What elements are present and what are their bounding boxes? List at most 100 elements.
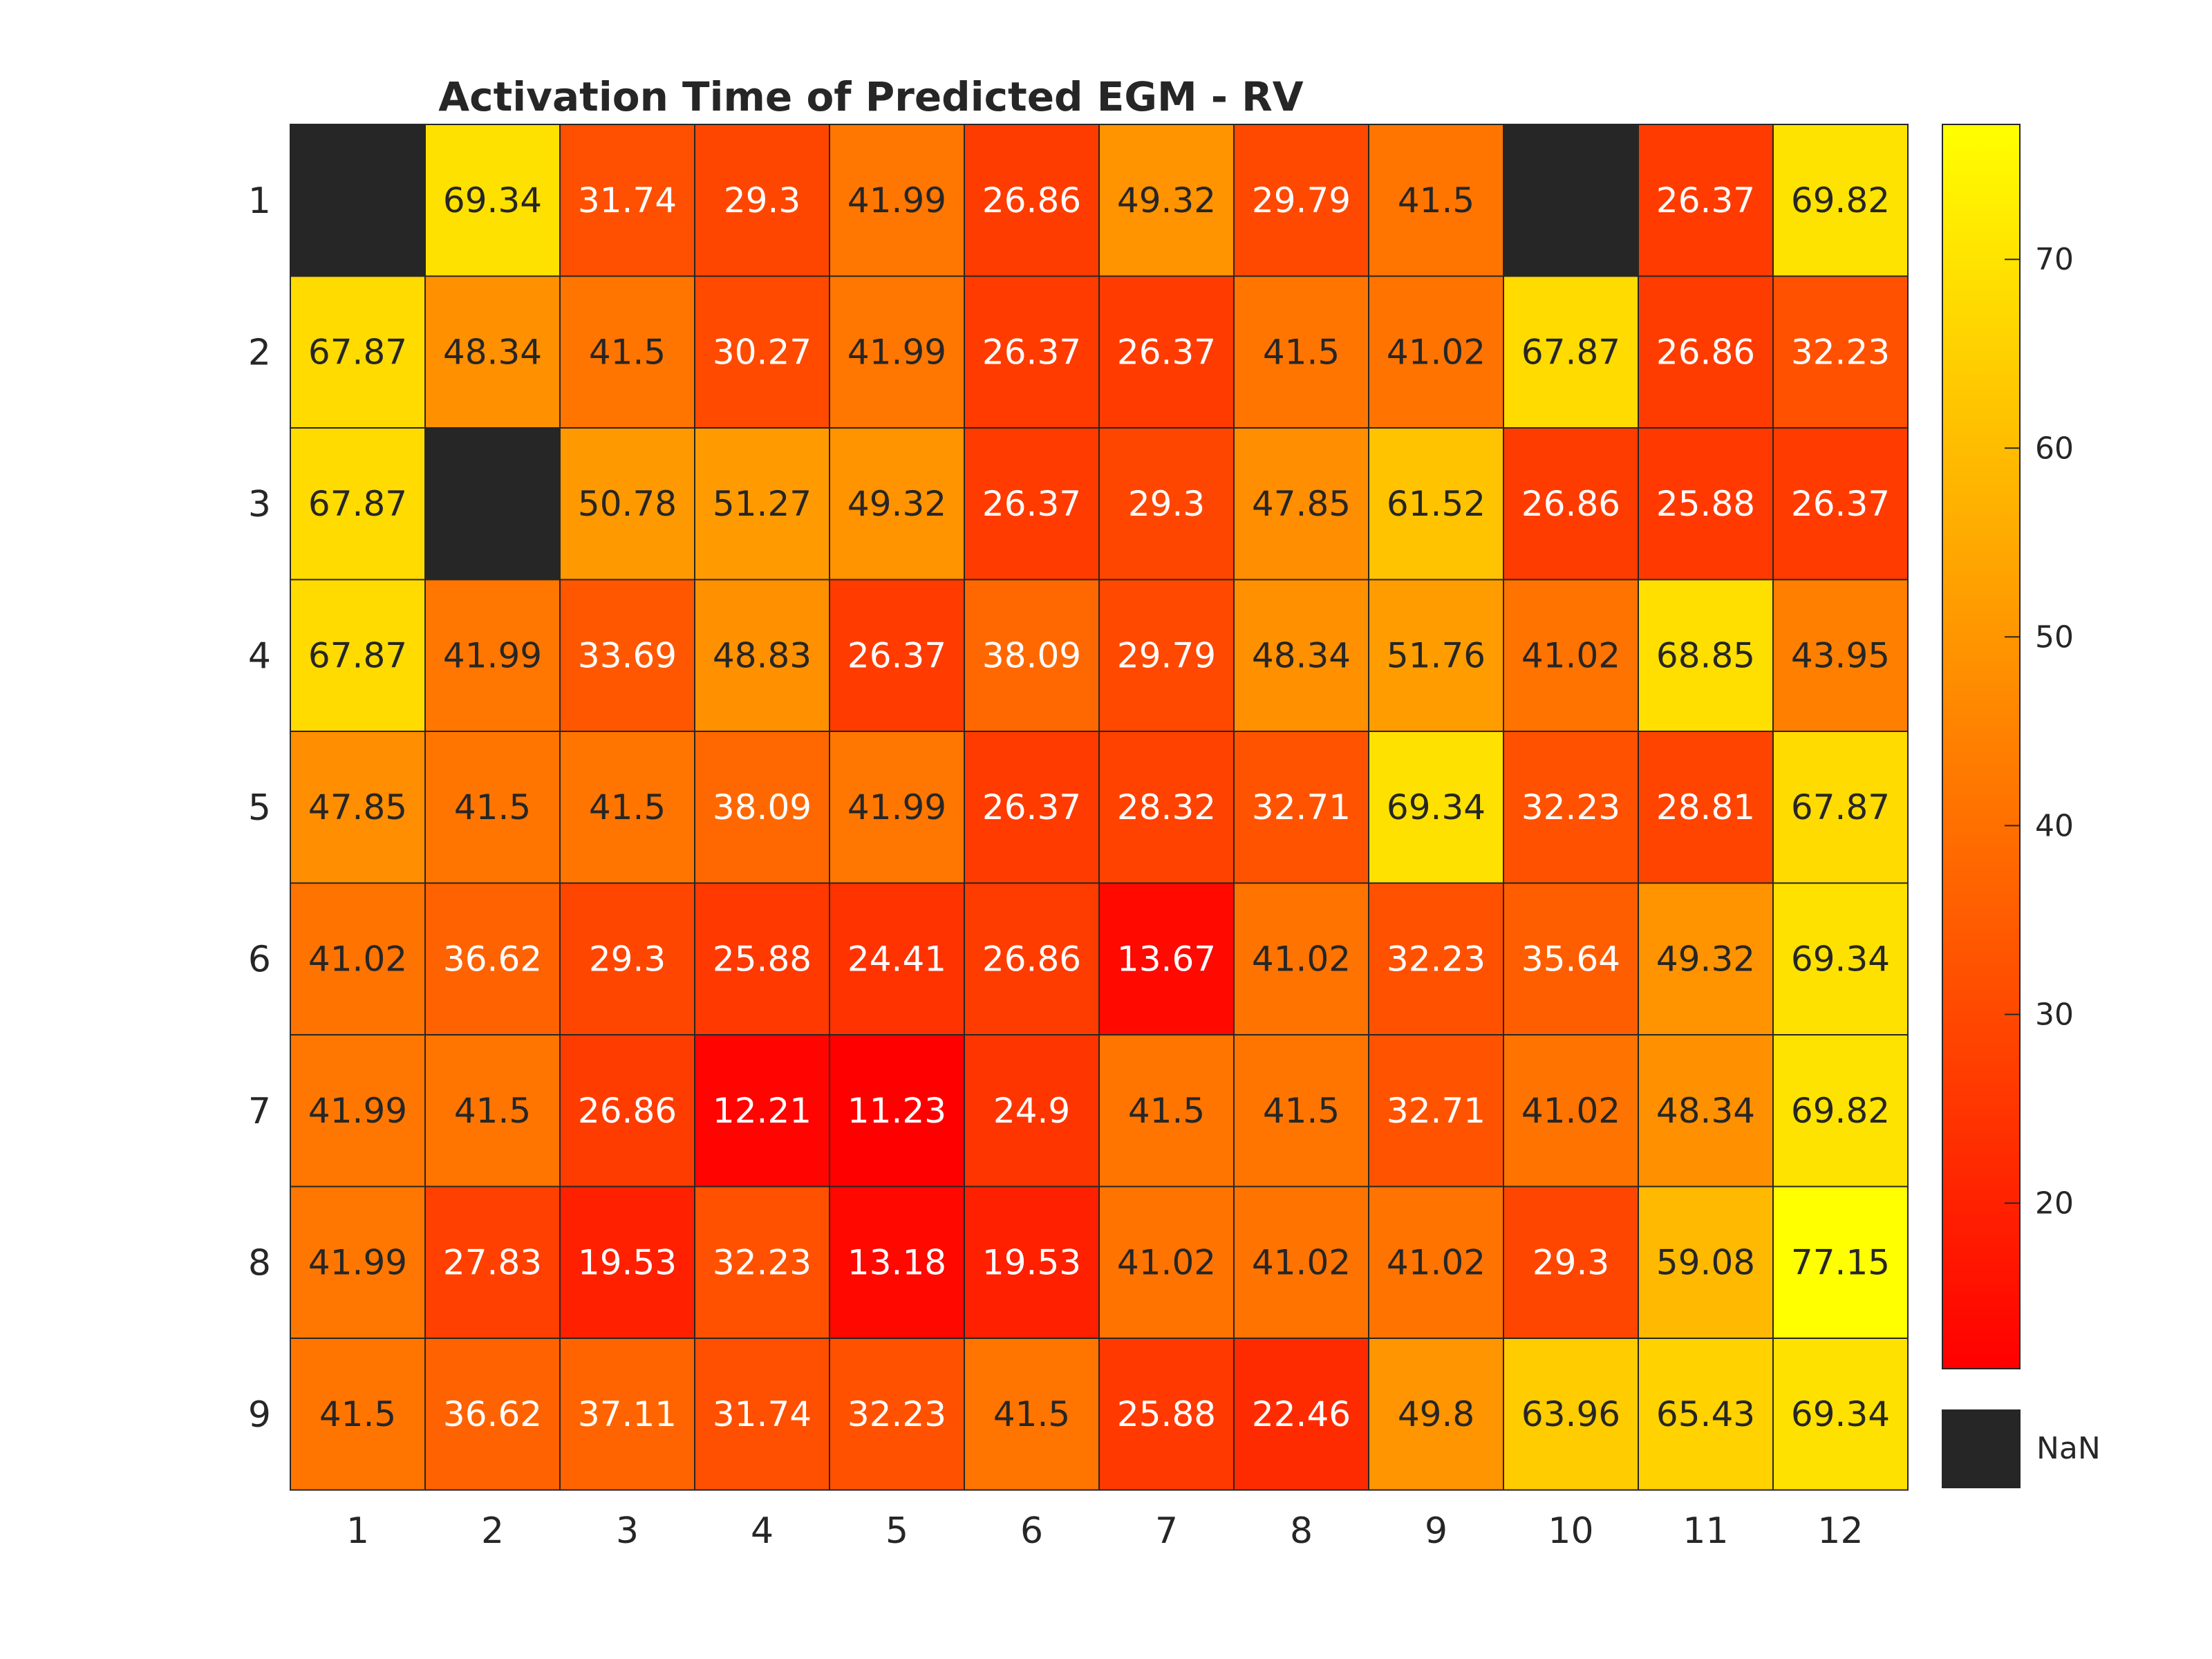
cell-value-label: 59.08 (1656, 1242, 1755, 1282)
heatmap-cell (694, 731, 830, 884)
cell-value-label: 41.5 (319, 1394, 396, 1434)
x-tick-label: 5 (885, 1510, 908, 1552)
chart-title: Activation Time of Predicted EGM - RV (438, 73, 1304, 120)
heatmap-cell (559, 731, 695, 884)
heatmap-cell (1772, 579, 1909, 732)
heatmap-cell (1772, 882, 1909, 1035)
cell-value-label: 41.02 (1252, 1242, 1351, 1282)
y-tick-label: 2 (248, 332, 271, 373)
heatmap-cell (1638, 1185, 1774, 1339)
heatmap-cell (694, 427, 830, 581)
cell-value-label: 25.88 (713, 939, 812, 979)
cell-value-label: 19.53 (982, 1242, 1081, 1282)
cell-value-label: 43.95 (1791, 635, 1890, 675)
cell-value-label: 51.27 (713, 484, 812, 524)
heatmap-cell (829, 1034, 965, 1188)
x-tick-label: 3 (616, 1510, 639, 1552)
cell-value-label: 50.78 (578, 484, 677, 524)
heatmap-cell (290, 1185, 426, 1339)
cell-value-label: 67.87 (308, 332, 407, 372)
cell-value-label: 36.62 (443, 939, 542, 979)
cell-value-label: 41.5 (454, 787, 531, 827)
y-tick-label: 5 (248, 787, 271, 829)
heatmap-cell (1638, 1338, 1774, 1491)
cell-value-label: 31.74 (578, 180, 677, 221)
heatmap-cell (829, 579, 965, 732)
heatmap-cell (1772, 427, 1909, 581)
cell-value-label: 49.32 (1117, 180, 1216, 221)
cell-value-label: 49.32 (1656, 939, 1755, 979)
heatmap-cell (829, 275, 965, 429)
cell-value-label: 65.43 (1656, 1394, 1755, 1434)
heatmap-cell (829, 882, 965, 1035)
cell-value-label: 67.87 (308, 635, 407, 675)
heatmap-cell (694, 275, 830, 429)
y-tick-label: 8 (248, 1242, 271, 1284)
heatmap-cell (424, 579, 561, 732)
nan-swatch (1942, 1409, 2021, 1488)
y-tick-label: 7 (248, 1091, 271, 1132)
heatmap-cell (559, 1185, 695, 1339)
cell-value-label: 26.37 (847, 635, 946, 675)
cell-value-label: 25.88 (1656, 484, 1755, 524)
cell-value-label: 26.86 (1521, 484, 1620, 524)
heatmap-cell (964, 579, 1100, 732)
heatmap-cell (1233, 731, 1369, 884)
x-tick-label: 12 (1817, 1510, 1863, 1552)
heatmap-cell (1638, 275, 1774, 429)
heatmap-cell (964, 731, 1100, 884)
cell-value-label: 41.5 (589, 787, 666, 827)
heatmap-cell (964, 124, 1100, 277)
cell-value-label: 26.37 (1117, 332, 1216, 372)
cell-value-label: 37.11 (578, 1394, 677, 1434)
heatmap-cell (1772, 275, 1909, 429)
heatmap-cell (1098, 579, 1235, 732)
x-tick-label: 9 (1425, 1510, 1447, 1552)
y-tick-label: 4 (248, 635, 271, 677)
colorbar-tick-label: 20 (2035, 1186, 2074, 1221)
cell-value-label: 69.34 (1791, 1394, 1890, 1434)
cell-value-label: 32.23 (1387, 939, 1485, 979)
heatmap-cell (1772, 731, 1909, 884)
cell-value-label: 26.37 (982, 332, 1081, 372)
cell-value-label: 28.32 (1117, 787, 1216, 827)
cell-value-label: 26.86 (982, 180, 1081, 221)
cell-value-label: 29.3 (1128, 484, 1205, 524)
heatmap-cell (424, 882, 561, 1035)
cell-value-label: 32.71 (1252, 787, 1351, 827)
colorbar-gradient (1942, 124, 2021, 1369)
colorbar-tick-label: 50 (2035, 619, 2074, 655)
cell-value-label: 41.99 (847, 332, 946, 372)
cell-value-label: 41.02 (1521, 635, 1620, 675)
heatmap-cell (424, 124, 561, 277)
cell-value-label: 68.85 (1656, 635, 1755, 675)
heatmap-cell (1233, 1034, 1369, 1188)
cell-value-label: 24.9 (993, 1091, 1070, 1131)
cell-value-label: 41.99 (443, 635, 542, 675)
heatmap-cell (829, 1185, 965, 1339)
cell-value-label: 41.5 (589, 332, 666, 372)
heatmap-cell (694, 1185, 830, 1339)
cell-value-label: 69.82 (1791, 1091, 1890, 1131)
cell-value-label: 69.82 (1791, 180, 1890, 221)
heatmap-cell (964, 1185, 1100, 1339)
heatmap-cell (1503, 882, 1639, 1035)
cell-value-label: 41.99 (308, 1091, 407, 1131)
x-tick-label: 7 (1155, 1510, 1178, 1552)
heatmap-cell (1098, 1185, 1235, 1339)
heatmap-cell (1638, 882, 1774, 1035)
cell-value-label: 69.34 (1387, 787, 1485, 827)
cell-value-label: 41.5 (1398, 180, 1474, 221)
cell-value-label: 41.02 (1387, 1242, 1485, 1282)
heatmap-cell (1233, 1185, 1369, 1339)
heatmap-cell (829, 124, 965, 277)
colorbar-tick-label: 70 (2035, 242, 2074, 277)
heatmap-cell (694, 579, 830, 732)
y-tick-label: 9 (248, 1394, 271, 1436)
heatmap-cell (1098, 882, 1235, 1035)
cell-value-label: 38.09 (713, 787, 812, 827)
cell-value-label: 41.5 (1263, 1091, 1340, 1131)
heatmap-cell (1098, 427, 1235, 581)
nan-legend: NaN (1942, 1409, 2101, 1488)
cell-value-label: 41.02 (1387, 332, 1485, 372)
